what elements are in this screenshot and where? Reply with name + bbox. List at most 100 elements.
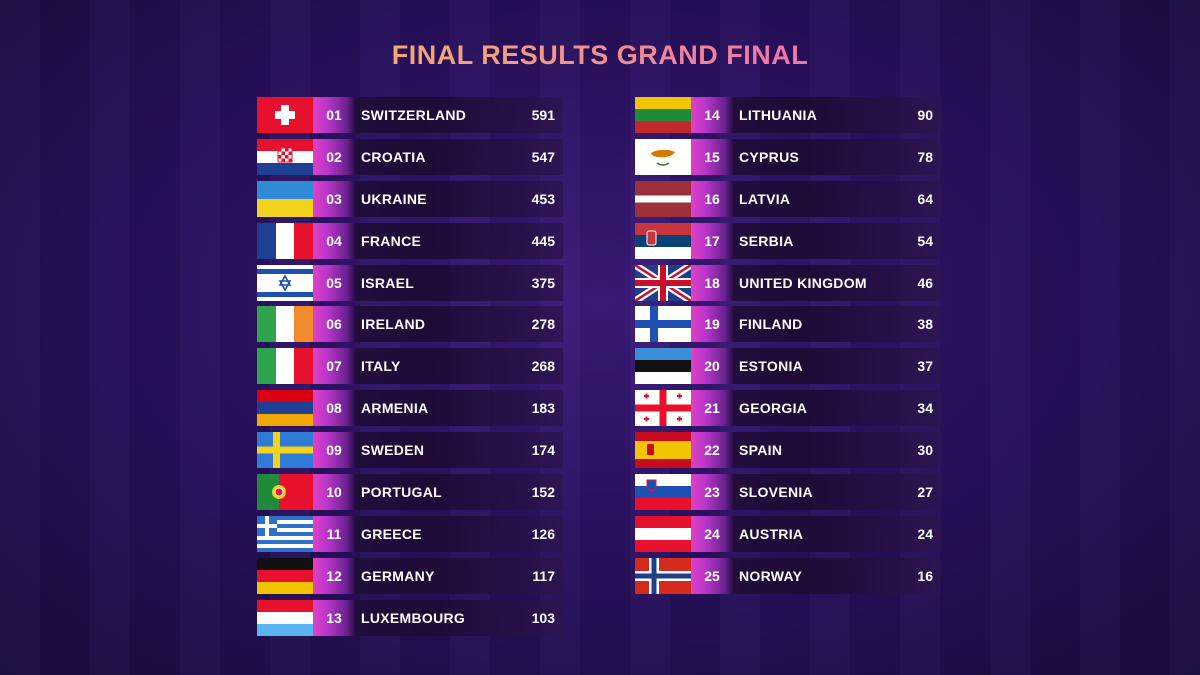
rank-number: 12 xyxy=(313,557,355,594)
points-value: 445 xyxy=(531,232,555,249)
france-flag-icon xyxy=(257,222,313,259)
points-value: 152 xyxy=(531,484,555,501)
country-name: UKRAINE xyxy=(361,190,427,207)
points-value: 591 xyxy=(531,107,555,123)
country-name: ISRAEL xyxy=(361,274,415,291)
israel-flag-icon xyxy=(257,264,313,301)
result-row: 04 FRANCE 445 xyxy=(257,222,563,259)
greece-flag-icon xyxy=(257,515,313,552)
rank-number: 06 xyxy=(313,306,355,343)
result-row: 14 LITHUANIA 90 xyxy=(635,97,941,133)
points-value: 54 xyxy=(917,232,933,249)
rank-number: 08 xyxy=(313,390,355,427)
result-row: 17 SERBIA 54 xyxy=(635,222,941,259)
result-row: 22 SPAIN 30 xyxy=(635,432,941,469)
points-value: 547 xyxy=(531,148,555,165)
result-row: 01 SWITZERLAND 591 xyxy=(257,97,563,133)
rank-number: 24 xyxy=(691,515,733,552)
country-name: GERMANY xyxy=(361,567,435,584)
rank-number: 17 xyxy=(691,222,733,259)
country-name: LATVIA xyxy=(739,190,791,207)
result-row: 13 LUXEMBOURG 103 xyxy=(257,599,563,636)
slovenia-flag-icon xyxy=(635,474,691,511)
result-row: 11 GREECE 126 xyxy=(257,515,563,552)
results-column-left: 01 SWITZERLAND 591 02 CROATIA 547 03 UKRAINE 453… xyxy=(257,97,563,642)
points-value: 78 xyxy=(917,148,933,165)
rank-number: 04 xyxy=(313,222,355,259)
result-row: 16 LATVIA 64 xyxy=(635,180,941,217)
sweden-flag-icon xyxy=(257,432,313,469)
points-value: 126 xyxy=(531,525,555,542)
points-value: 103 xyxy=(531,609,555,626)
country-name: SLOVENIA xyxy=(739,484,813,501)
country-name: GEORGIA xyxy=(739,400,808,417)
rank-number: 21 xyxy=(691,390,733,427)
result-row: 03 UKRAINE 453 xyxy=(257,180,563,217)
rank-number: 18 xyxy=(691,264,733,301)
country-name: SPAIN xyxy=(739,442,783,459)
country-name: FRANCE xyxy=(361,232,422,249)
points-value: 90 xyxy=(917,107,933,123)
luxembourg-flag-icon xyxy=(257,599,313,636)
result-row: 10 PORTUGAL 152 xyxy=(257,474,563,511)
rank-number: 13 xyxy=(313,599,355,636)
country-name: AUSTRIA xyxy=(739,525,804,542)
points-value: 34 xyxy=(917,400,933,417)
rank-number: 19 xyxy=(691,306,733,343)
results-column-right: 14 LITHUANIA 90 15 CYPRUS 78 16 LATVIA 64 17 SERBI… xyxy=(635,97,941,600)
result-row: 23 SLOVENIA 27 xyxy=(635,474,941,511)
points-value: 46 xyxy=(917,274,933,291)
rank-number: 03 xyxy=(313,180,355,217)
result-row: 21 GEORGIA 34 xyxy=(635,390,941,427)
points-value: 183 xyxy=(531,400,555,417)
rank-number: 22 xyxy=(691,432,733,469)
country-name: LITHUANIA xyxy=(739,107,818,123)
rank-number: 05 xyxy=(313,264,355,301)
result-row: 08 ARMENIA 183 xyxy=(257,390,563,427)
country-name: UNITED KINGDOM xyxy=(739,274,867,291)
rank-number: 25 xyxy=(691,557,733,594)
result-row: 09 SWEDEN 174 xyxy=(257,432,563,469)
rank-number: 10 xyxy=(313,474,355,511)
country-name: SWITZERLAND xyxy=(361,107,467,123)
rank-number: 14 xyxy=(691,97,733,133)
finland-flag-icon xyxy=(635,306,691,343)
ukraine-flag-icon xyxy=(257,180,313,217)
country-name: PORTUGAL xyxy=(361,484,442,501)
result-row: 19 FINLAND 38 xyxy=(635,306,941,343)
rank-number: 02 xyxy=(313,138,355,175)
country-name: SERBIA xyxy=(739,232,794,249)
result-row: 02 CROATIA 547 xyxy=(257,138,563,175)
rank-number: 09 xyxy=(313,432,355,469)
points-value: 174 xyxy=(531,442,555,459)
country-name: FINLAND xyxy=(739,316,803,333)
armenia-flag-icon xyxy=(257,390,313,427)
points-value: 16 xyxy=(917,567,933,584)
result-row: 18 UNITED KINGDOM 46 xyxy=(635,264,941,301)
rank-number: 11 xyxy=(313,515,355,552)
points-value: 375 xyxy=(531,274,555,291)
points-value: 64 xyxy=(917,190,933,207)
rank-number: 07 xyxy=(313,348,355,385)
points-value: 278 xyxy=(531,316,555,333)
country-name: IRELAND xyxy=(361,316,426,333)
points-value: 117 xyxy=(532,567,555,584)
points-value: 24 xyxy=(917,525,933,542)
points-value: 453 xyxy=(531,190,555,207)
country-name: ITALY xyxy=(361,358,401,375)
result-row: 20 ESTONIA 37 xyxy=(635,348,941,385)
spain-flag-icon xyxy=(635,432,691,469)
italy-flag-icon xyxy=(257,348,313,385)
country-name: ESTONIA xyxy=(739,358,804,375)
rank-number: 20 xyxy=(691,348,733,385)
points-value: 37 xyxy=(917,358,933,375)
serbia-flag-icon xyxy=(635,222,691,259)
switzerland-flag-icon xyxy=(257,97,313,133)
country-name: NORWAY xyxy=(739,567,803,584)
estonia-flag-icon xyxy=(635,348,691,385)
rank-number: 01 xyxy=(313,97,355,133)
rank-number: 15 xyxy=(691,138,733,175)
rank-number: 16 xyxy=(691,180,733,217)
ireland-flag-icon xyxy=(257,306,313,343)
